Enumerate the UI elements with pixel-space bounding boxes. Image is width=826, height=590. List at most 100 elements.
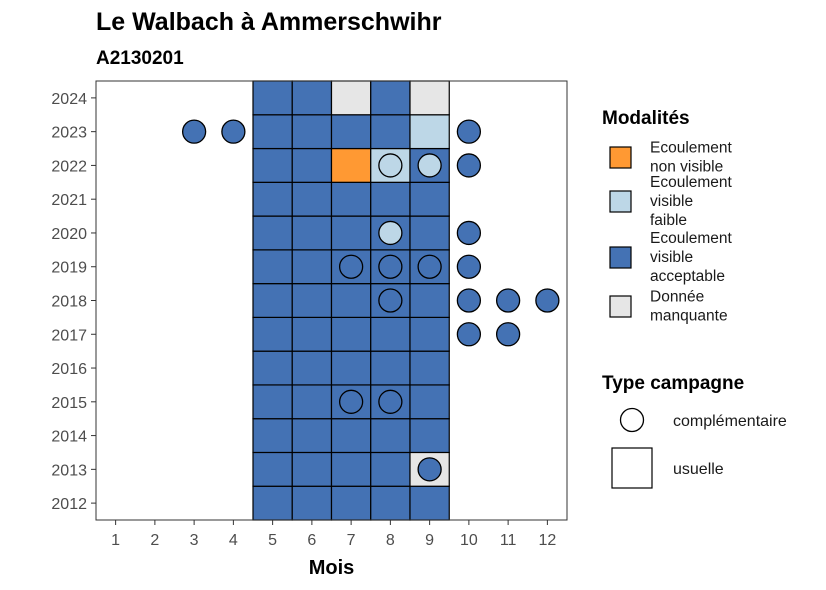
y-tick-label: 2022 <box>51 158 87 175</box>
tile-2015-6 <box>291 384 333 420</box>
tile-2013-8 <box>370 451 411 487</box>
y-axis: 2012 2013 2014 2015 2016 2017 2018 2019 2020 2021… <box>51 91 96 513</box>
tile-2017-5 <box>252 316 293 352</box>
point-2022-10 <box>456 153 482 178</box>
tile-2012-7 <box>330 485 372 521</box>
point-2019-7 <box>338 254 364 279</box>
tile-2013-7 <box>330 451 372 487</box>
x-tick-label: 6 <box>307 532 316 549</box>
legend-type-campagne-title: Type campagne <box>602 373 744 394</box>
tile-2021-7 <box>330 181 372 217</box>
tile-2020-5 <box>252 215 293 251</box>
point-2017-11 <box>495 322 521 347</box>
legend-label-visible_acceptable: visible <box>650 249 693 266</box>
tile-2016-5 <box>252 350 293 386</box>
y-tick-label: 2015 <box>51 395 87 412</box>
point-2018-11 <box>495 288 521 313</box>
tile-2020-7 <box>330 215 372 251</box>
y-tick-label: 2017 <box>51 327 87 344</box>
legend-key-complementaire <box>619 407 645 433</box>
tile-2014-6 <box>291 418 333 454</box>
point-2017-10 <box>456 322 482 347</box>
tile-2015-9 <box>409 384 450 420</box>
legend-key-manquante <box>609 295 632 318</box>
y-tick-label: 2012 <box>51 496 87 513</box>
tile-2023-8 <box>370 114 411 150</box>
tile-2016-8 <box>370 350 411 386</box>
x-tick-label: 2 <box>150 532 159 549</box>
tile-2014-5 <box>252 418 293 454</box>
tile-2022-6 <box>291 147 333 183</box>
chart-subtitle: A2130201 <box>96 48 184 69</box>
tile-2021-6 <box>291 181 333 217</box>
x-tick-label: 7 <box>347 532 356 549</box>
tile-2018-7 <box>330 283 372 318</box>
tile-2016-7 <box>330 350 372 386</box>
tile-2021-5 <box>252 181 293 217</box>
point-2019-10 <box>456 254 482 279</box>
tile-2021-9 <box>409 181 450 217</box>
point-2015-8 <box>378 389 403 414</box>
legend-key-non_visible <box>609 146 632 169</box>
point-2023-10 <box>456 119 482 144</box>
legend-type-campagne: Type campagne complémentaire usuelle <box>602 373 787 489</box>
tile-2019-6 <box>291 249 333 285</box>
y-tick-label: 2023 <box>51 125 87 142</box>
x-tick-label: 8 <box>386 532 395 549</box>
tile-2012-6 <box>291 485 333 521</box>
legend-key-usuelle <box>611 447 653 489</box>
tile-2020-9 <box>409 215 450 251</box>
tile-2022-5 <box>252 147 293 183</box>
tile-2017-9 <box>409 316 450 352</box>
tile-2015-5 <box>252 384 293 420</box>
tile-2018-5 <box>252 283 293 318</box>
point-2018-8 <box>378 288 403 313</box>
tile-2018-9 <box>409 283 450 318</box>
legend-label-visible_faible: visible <box>650 193 693 210</box>
point-2015-7 <box>338 389 364 414</box>
tile-2024-5 <box>252 80 293 116</box>
point-2019-9 <box>417 254 442 279</box>
chart-title: Le Walbach à Ammerschwihr <box>96 8 442 36</box>
tile-2012-9 <box>409 485 450 521</box>
legend-label-visible_faible: Ecoulement <box>650 174 733 191</box>
tile-2012-5 <box>252 485 293 521</box>
tile-2021-8 <box>370 181 411 217</box>
tile-2017-6 <box>291 316 333 352</box>
tile-2024-8 <box>370 80 411 116</box>
y-tick-label: 2021 <box>51 192 87 209</box>
tile-2014-8 <box>370 418 411 454</box>
x-tick-label: 1 <box>111 532 120 549</box>
tile-layer <box>252 80 450 521</box>
point-2022-8 <box>378 153 403 178</box>
tile-2012-8 <box>370 485 411 521</box>
x-tick-label: 3 <box>190 532 199 549</box>
x-tick-label: 10 <box>460 532 478 549</box>
legend-label-visible_acceptable: Ecoulement <box>650 230 733 247</box>
x-tick-label: 11 <box>500 532 517 549</box>
tile-2024-9 <box>409 80 450 116</box>
tile-2018-6 <box>291 283 333 318</box>
tile-2016-9 <box>409 350 450 386</box>
tile-2023-5 <box>252 114 293 150</box>
tile-2017-8 <box>370 316 411 352</box>
x-axis-title: Mois <box>309 557 355 579</box>
x-tick-label: 4 <box>229 532 238 549</box>
legend-label-manquante: Donnée <box>650 289 704 306</box>
y-tick-label: 2013 <box>51 462 87 479</box>
legend-label-non_visible: Ecoulement <box>650 140 733 157</box>
point-2018-12 <box>535 288 560 313</box>
x-tick-label: 9 <box>425 532 434 549</box>
legend-key-visible_faible <box>609 190 632 213</box>
legend-key-visible_acceptable <box>609 246 632 269</box>
tile-2024-7 <box>330 80 372 116</box>
tile-2020-6 <box>291 215 333 251</box>
point-layer <box>181 119 560 482</box>
y-tick-label: 2018 <box>51 294 87 311</box>
point-2018-10 <box>456 288 482 313</box>
y-tick-label: 2024 <box>51 91 87 108</box>
y-tick-label: 2014 <box>51 429 87 446</box>
tile-2023-7 <box>330 114 372 150</box>
